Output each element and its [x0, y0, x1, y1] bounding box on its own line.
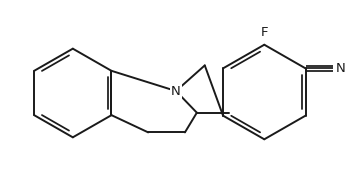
- Text: N: N: [171, 85, 181, 97]
- Text: N: N: [335, 62, 345, 75]
- Text: F: F: [260, 26, 268, 39]
